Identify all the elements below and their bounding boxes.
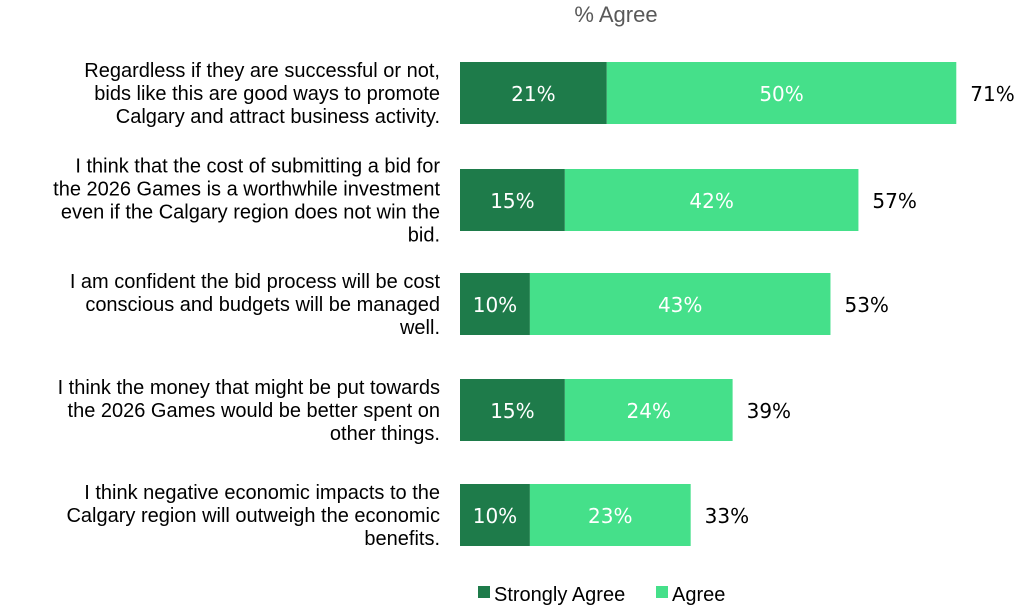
legend-swatch [478,586,490,598]
category-labels: Regardless if they are successful or not… [53,60,440,550]
category-label: I think the money that might be put towa… [58,377,440,445]
bar-segment-strongly-agree [460,379,565,441]
bar-segment-agree [564,169,859,231]
category-label: I think negative economic impacts to the… [66,482,440,550]
bar-segment-label: 10% [473,504,517,528]
bar-segment-label: 10% [473,293,517,317]
bar-total-label: 33% [705,504,749,528]
bar-segment-label: 50% [759,82,803,106]
category-label: I think that the cost of submitting a bi… [53,156,440,247]
bar-total-label: 57% [872,189,916,213]
bar-segment-label: 21% [511,82,555,106]
bar-segment-agree [529,484,691,546]
bars: 21% 50% 71% 15% 42% 57% 10% 43% 53% 15% 24% 39% 10% 2… [460,62,1015,546]
legend: Strongly Agree Agree [478,584,725,606]
category-label: Regardless if they are successful or not… [84,60,440,128]
legend-label: Agree [672,584,725,606]
bar-segment-label: 42% [689,189,733,213]
bar-segment-strongly-agree [460,484,530,546]
bar-segment-label: 23% [588,504,632,528]
bar-segment-strongly-agree [460,169,565,231]
bar-segment-label: 43% [658,293,702,317]
category-label: I am confident the bid process will be c… [70,271,441,339]
bar-segment-agree [606,62,957,124]
bar-total-label: 39% [747,399,791,423]
bar-total-label: 53% [844,293,888,317]
bar-segment-strongly-agree [460,273,530,335]
bar-segment-label: 15% [490,189,534,213]
bar-segment-agree [529,273,831,335]
chart-title: % Agree [574,2,657,27]
bar-segment-label: 15% [490,399,534,423]
bar-segment-agree [564,379,733,441]
legend-label: Strongly Agree [494,584,625,606]
bar-segment-label: 24% [627,399,671,423]
bar-segment-strongly-agree [460,62,607,124]
bar-total-label: 71% [970,82,1014,106]
legend-swatch [656,586,668,598]
